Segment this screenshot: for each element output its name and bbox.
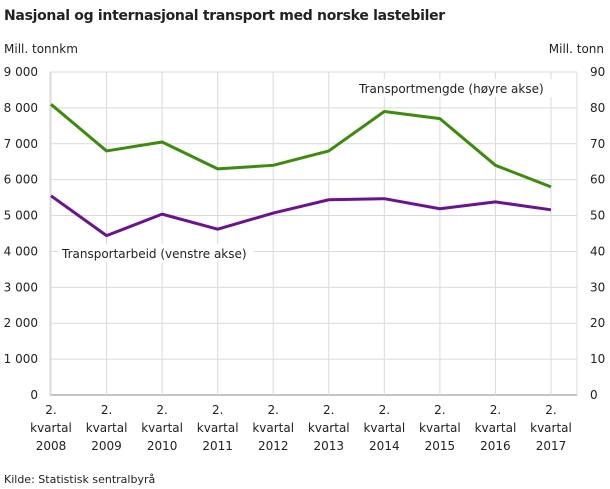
right-axis-tick: 40 [590,244,605,258]
left-axis-tick: 5 000 [4,209,38,223]
right-axis-unit: Mill. tonn [548,42,604,56]
left-axis-tick: 7 000 [4,137,38,151]
x-axis-tick-label: 2013 [314,439,345,453]
x-axis-tick-label: 2012 [258,439,289,453]
x-axis-tick-label: 2014 [369,439,400,453]
x-axis-tick-label: kvartal [308,421,350,435]
right-axis-tick: 10 [590,352,605,366]
left-axis-tick: 2 000 [4,316,38,330]
series-label-transportmengde: Transportmengde (høyre akse) [358,82,544,96]
x-axis-tick-label: 2. [379,403,390,417]
x-axis-tick-label: 2016 [480,439,511,453]
x-axis-tick-label: kvartal [363,421,405,435]
right-axis-tick: 60 [590,173,605,187]
right-axis-tick: 80 [590,101,605,115]
left-axis-tick: 0 [30,388,38,402]
x-axis-tick-label: 2. [490,403,501,417]
x-axis-tick-label: kvartal [419,421,461,435]
left-axis-tick: 4 000 [4,244,38,258]
right-axis-tick: 50 [590,209,605,223]
right-axis-tick: 70 [590,137,605,151]
right-axis-tick: 90 [590,65,605,79]
label-background [355,79,553,97]
x-axis-tick-label: 2. [45,403,56,417]
x-axis-tick-label: 2. [156,403,167,417]
left-axis-tick: 8 000 [4,101,38,115]
x-axis-tick-label: 2009 [91,439,122,453]
chart-title: Nasjonal og internasjonal transport med … [4,8,445,24]
x-axis-tick-label: 2. [101,403,112,417]
x-axis-tick-label: kvartal [30,421,72,435]
x-axis-tick-label: 2010 [147,439,178,453]
left-axis-unit: Mill. tonnkm [4,42,78,56]
x-axis-tick-label: 2008 [36,439,67,453]
right-axis-tick: 0 [590,388,598,402]
left-axis-tick: 6 000 [4,173,38,187]
x-axis-tick-label: kvartal [86,421,128,435]
x-axis-tick-label: kvartal [475,421,517,435]
x-axis-tick-label: kvartal [530,421,572,435]
x-axis-tick-label: 2015 [425,439,456,453]
series-line-transportmengde [50,103,552,189]
source-note: Kilde: Statistisk sentralbyrå [4,473,156,486]
x-axis-tick-label: 2011 [202,439,233,453]
x-axis-tick-label: 2017 [536,439,567,453]
left-axis-tick: 3 000 [4,280,38,294]
right-axis-tick: 20 [590,316,605,330]
series-label-transportarbeid: Transportarbeid (venstre akse) [61,247,247,261]
x-axis-tick-label: 2. [545,403,556,417]
x-axis-tick-label: kvartal [141,421,183,435]
left-axis-tick: 9 000 [4,65,38,79]
label-background [58,244,254,262]
x-axis-tick-label: 2. [267,403,278,417]
x-axis-tick-label: 2. [212,403,223,417]
x-axis-tick-label: 2. [434,403,445,417]
right-axis-tick: 30 [590,280,605,294]
left-axis-tick: 1 000 [4,352,38,366]
x-axis-tick-label: kvartal [252,421,294,435]
series-line-transportarbeid [50,194,552,238]
x-axis-tick-label: kvartal [197,421,239,435]
x-axis-tick-label: 2. [323,403,334,417]
